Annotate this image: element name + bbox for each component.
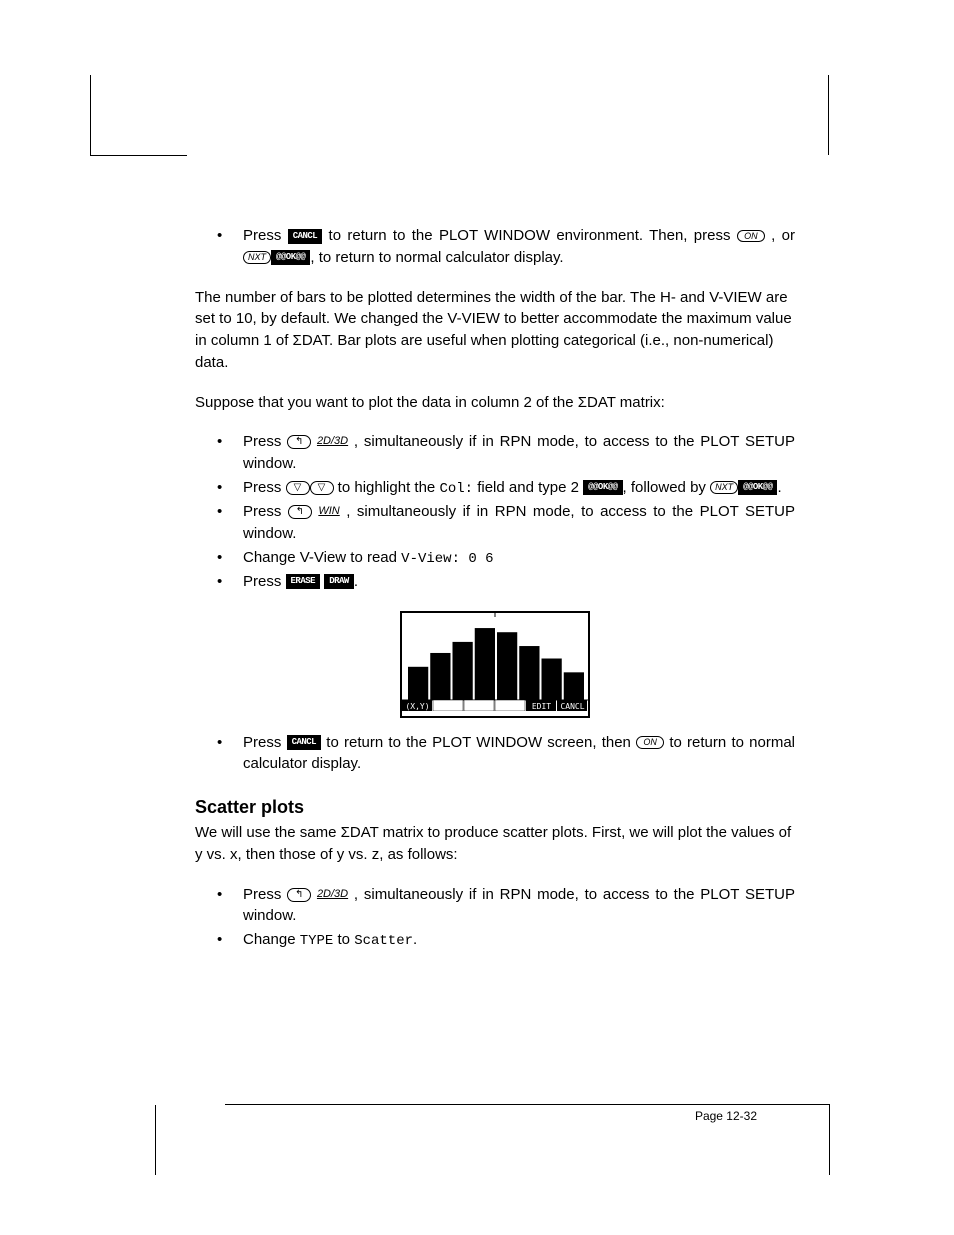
softkey-ok: @@OK@@ [271, 250, 310, 265]
instruction-list-1: Press CANCL to return to the PLOT WINDOW… [195, 225, 795, 269]
func-2d3d: 2D/3D [317, 435, 348, 447]
func-2d3d: 2D/3D [317, 888, 348, 900]
paragraph-3: We will use the same ΣDAT matrix to prod… [195, 822, 795, 866]
corner-top-left [90, 75, 187, 156]
corner-top-right [827, 75, 829, 155]
instruction-list-2: Press ↰ 2D/3D , simultaneously if in RPN… [195, 431, 795, 592]
text: to [333, 931, 354, 948]
func-win: WIN [318, 505, 339, 517]
svg-text:EDIT: EDIT [532, 702, 551, 711]
key-on: ON [737, 230, 765, 243]
key-down: ▽ [286, 481, 310, 495]
softkey-draw: DRAW [324, 574, 354, 589]
softkey-ok: @@OK@@ [583, 480, 622, 495]
paragraph-2: Suppose that you want to plot the data i… [195, 392, 795, 414]
svg-text:CANCL: CANCL [560, 702, 584, 711]
footer-rule [225, 1104, 760, 1105]
instruction-list-3: Press CANCL to return to the PLOT WINDOW… [195, 732, 795, 776]
key-nxt: NXT [243, 251, 271, 264]
field-type: TYPE [300, 933, 334, 949]
text: . [413, 931, 417, 948]
text: Press [243, 734, 287, 751]
text: Press [243, 573, 286, 590]
text: . [354, 573, 358, 590]
softkey-erase: ERASE [286, 574, 321, 589]
text: , to return to normal calculator display… [310, 249, 563, 266]
text: to highlight the [334, 479, 440, 496]
text: Press [243, 503, 288, 520]
key-left-shift: ↰ [287, 888, 311, 902]
text: to return to the PLOT WINDOW environment… [322, 227, 737, 244]
text: . [777, 479, 781, 496]
key-left-shift: ↰ [288, 505, 312, 519]
page-number: Page 12-32 [695, 1109, 757, 1123]
text: Press [243, 433, 287, 450]
vview-value: V-View: 0 6 [401, 551, 493, 567]
paragraph-1: The number of bars to be plotted determi… [195, 287, 795, 374]
softkey-cancl: CANCL [288, 229, 323, 244]
bar-plot-figure: (X,Y) EDIT CANCL [195, 611, 795, 718]
text: to return to the PLOT WINDOW screen, the… [321, 734, 636, 751]
page-content: Press CANCL to return to the PLOT WINDOW… [195, 225, 795, 969]
text: , or [765, 227, 795, 244]
heading-scatter-plots: Scatter plots [195, 797, 795, 818]
softkey-ok: @@OK@@ [738, 480, 777, 495]
field-col: Col: [439, 481, 473, 497]
text: Press [243, 886, 287, 903]
text: , followed by [623, 479, 711, 496]
key-left-shift: ↰ [287, 435, 311, 449]
text: Press [243, 479, 286, 496]
svg-text:(X,Y): (X,Y) [405, 702, 429, 711]
key-nxt: NXT [710, 481, 738, 494]
value-scatter: Scatter [354, 933, 413, 949]
text: field and type 2 [473, 479, 583, 496]
text: Change [243, 931, 300, 948]
corner-bottom-right [759, 1104, 830, 1175]
softkey-cancl: CANCL [287, 735, 322, 750]
key-down: ▽ [310, 481, 334, 495]
corner-bottom-left [155, 1105, 157, 1175]
key-on: ON [636, 736, 664, 749]
text: Press [243, 227, 288, 244]
instruction-list-4: Press ↰ 2D/3D , simultaneously if in RPN… [195, 884, 795, 952]
text: Change V-View to read [243, 549, 401, 566]
